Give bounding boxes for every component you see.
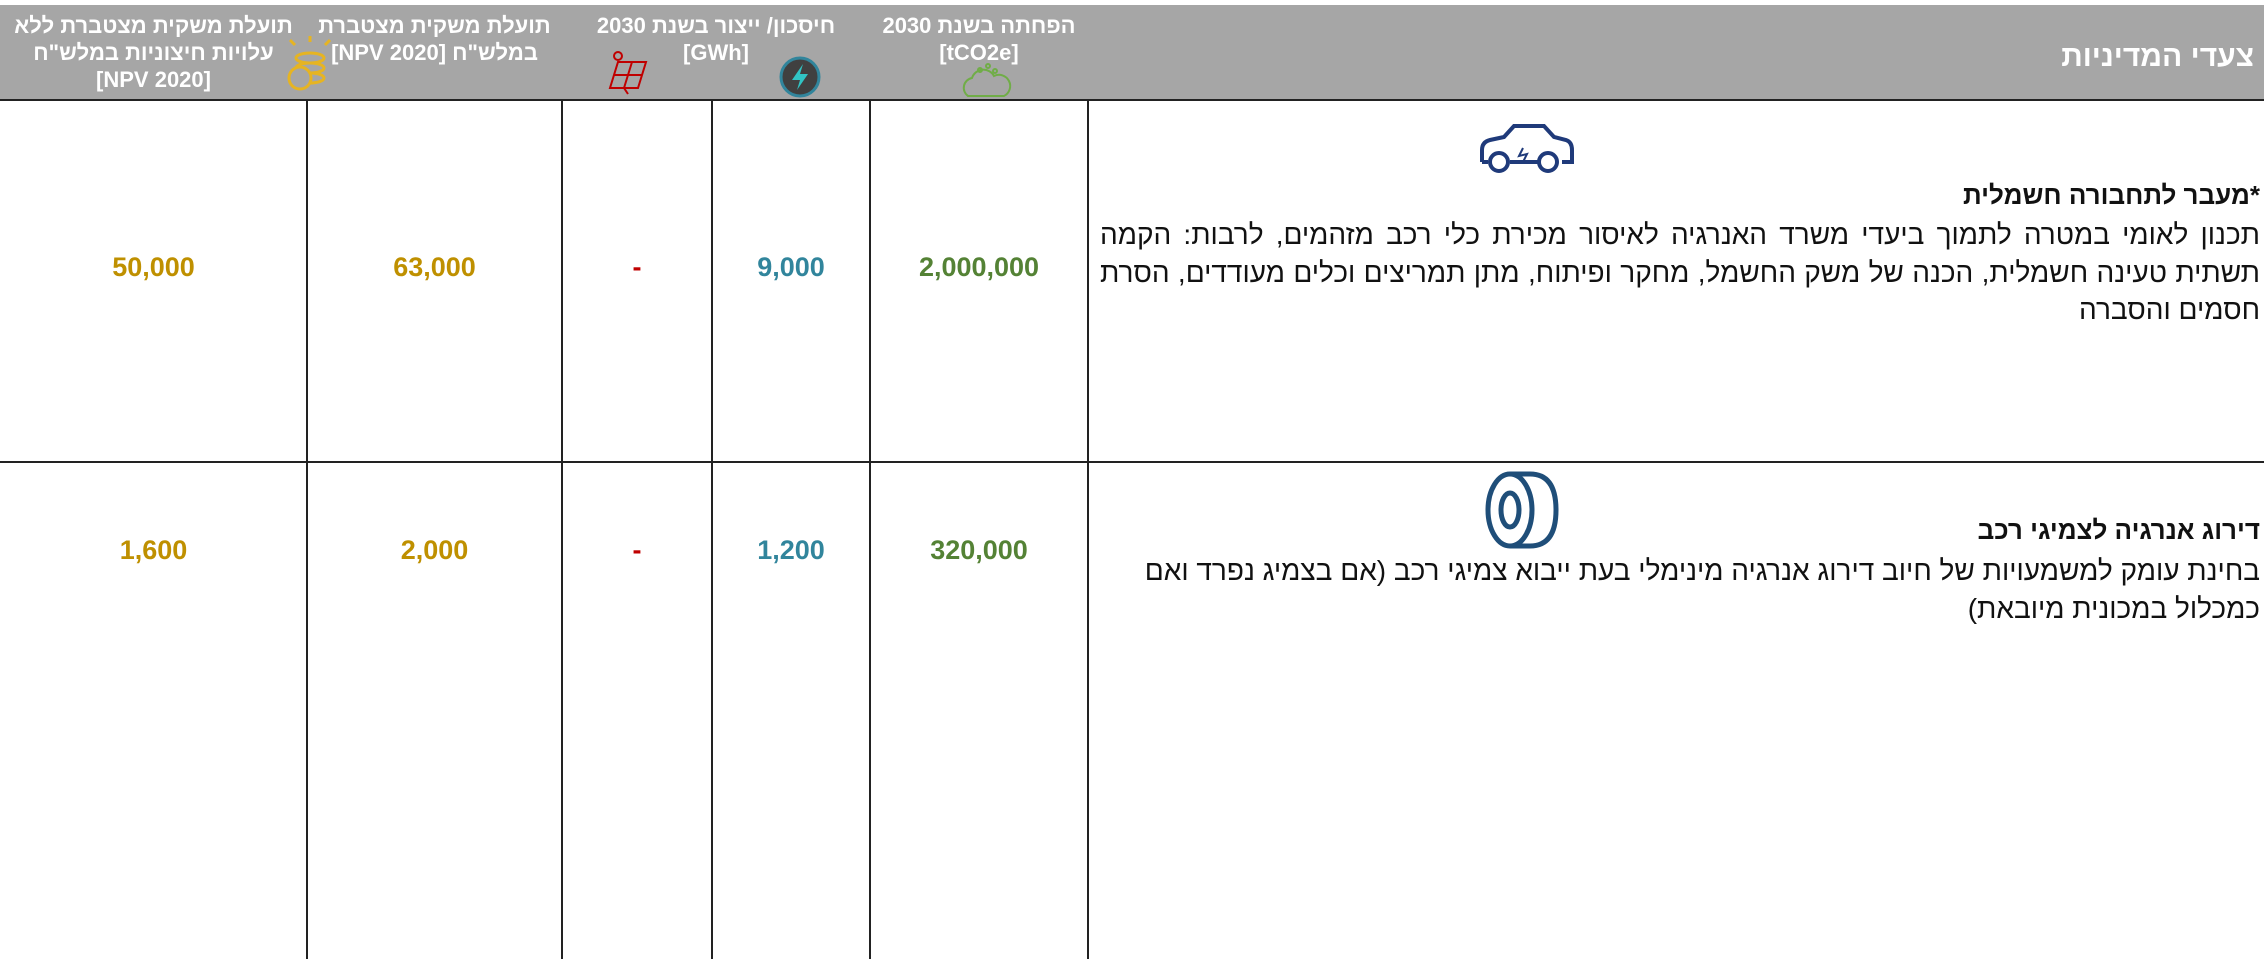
cell-value: - — [632, 535, 642, 565]
column-border — [869, 100, 871, 959]
header-label: במלש"ח [2020 NPV] — [331, 40, 538, 65]
header-label: תועלת משקית מצטברת — [318, 13, 551, 38]
coins-icon — [287, 36, 332, 91]
cell-value: 320,000 — [930, 535, 1028, 565]
header-title: צעדי המדיניות — [2061, 40, 2254, 73]
header-label: חיסכון/ ייצור בשנת 2030 — [596, 13, 836, 38]
energy-icon — [779, 56, 821, 98]
header-label: [GWh] — [683, 40, 749, 65]
solar-icon — [608, 51, 648, 95]
row-border — [0, 461, 2264, 463]
tire-icon — [1485, 471, 1559, 549]
cell-value: 1,600 — [119, 535, 188, 565]
cell-value: 9,000 — [757, 252, 825, 282]
row-border — [0, 99, 2264, 101]
cell-value: 2,000 — [400, 535, 469, 565]
cell-value: 2,000,000 — [918, 252, 1040, 282]
row-title: *מעבר לתחבורה חשמלית — [1963, 180, 2260, 210]
cell-value: 50,000 — [112, 252, 195, 282]
car-icon — [1480, 124, 1574, 173]
header-bar — [0, 5, 2264, 100]
column-border — [306, 100, 308, 959]
header-label: [2020 NPV] — [96, 67, 211, 92]
header-label: הפחתה בשנת 2030 — [882, 13, 1076, 38]
cell-value: - — [632, 252, 642, 282]
cell-value: 1,200 — [757, 535, 825, 565]
row-description: בחינת עומק למשמעויות של חיוב דירוג אנרגי… — [1144, 555, 2260, 624]
co2-icon — [962, 63, 1012, 97]
column-border — [711, 100, 713, 959]
column-border — [561, 100, 563, 959]
column-border — [1087, 100, 1089, 959]
header-label: תועלת משקית מצטברת ללא — [14, 13, 293, 38]
header-label: [tCO2e] — [939, 40, 1019, 65]
row-title: דירוג אנרגיה לצמיגי רכב — [1977, 515, 2260, 545]
header-label: עלויות חיצוניות במלש"ח — [33, 40, 274, 65]
row-description: תכנון לאומי במטרה לתמוך ביעדי משרד האנרג… — [1100, 219, 2260, 325]
cell-value: 63,000 — [393, 252, 476, 282]
